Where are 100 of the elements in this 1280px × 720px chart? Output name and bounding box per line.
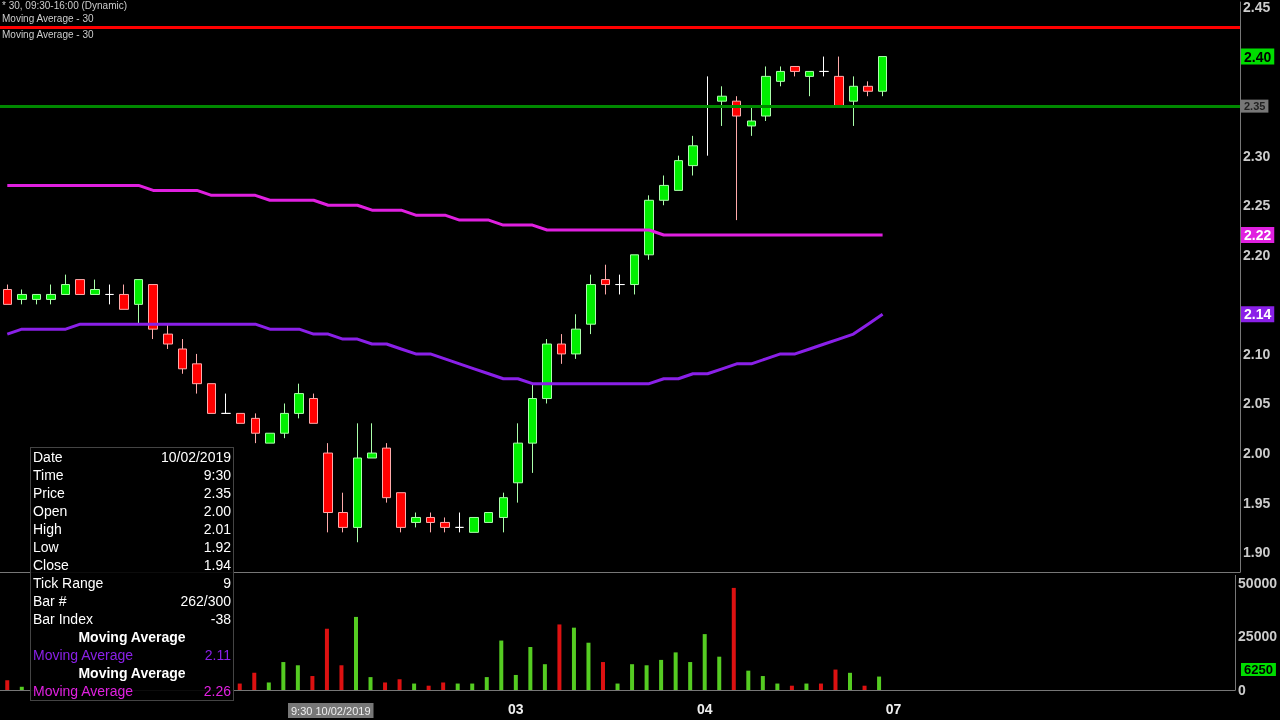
category-label: Moving Average xyxy=(77,664,187,682)
candlestick xyxy=(382,442,391,504)
text: 262/300 xyxy=(180,593,231,609)
bar xyxy=(441,682,446,690)
candlestick xyxy=(323,442,333,533)
bar xyxy=(295,665,300,690)
candlestick xyxy=(61,274,70,295)
candlestick xyxy=(251,412,260,444)
candlestick xyxy=(499,492,508,533)
annotation: Moving Average - 30 xyxy=(2,12,94,24)
candlestick xyxy=(601,264,610,295)
bar xyxy=(586,642,591,690)
bar xyxy=(644,665,649,690)
bar xyxy=(775,683,780,690)
text: 6250 xyxy=(1244,662,1273,677)
candlestick xyxy=(163,323,173,350)
candlestick xyxy=(849,75,858,127)
candlestick xyxy=(396,492,406,533)
category-label: Tick Range xyxy=(33,574,104,592)
candlestick xyxy=(790,65,800,77)
text: 9 xyxy=(223,575,231,591)
candlestick xyxy=(513,422,523,504)
text: -38 xyxy=(210,611,231,627)
bar xyxy=(659,659,664,690)
y-tick-label: 2.00 xyxy=(1243,445,1271,462)
y-tick-label: 2.25 xyxy=(1243,197,1271,214)
annotation: Moving Average - 30 xyxy=(2,28,94,40)
annotation: 2.22 xyxy=(1244,226,1272,243)
line-series xyxy=(5,312,885,386)
bar xyxy=(848,672,853,690)
text: 9:30 10/02/2019 xyxy=(291,704,371,717)
text: 2.01 xyxy=(203,521,231,537)
y-tick-label: 25000 xyxy=(1238,628,1278,645)
candlestick xyxy=(571,313,581,360)
bar xyxy=(601,662,605,690)
candlestick xyxy=(294,383,304,419)
candlestick xyxy=(265,432,275,444)
y-tick-label: 2.20 xyxy=(1243,246,1271,263)
candlestick xyxy=(134,279,143,325)
candlestick xyxy=(819,56,829,77)
bar xyxy=(804,683,809,690)
ref-line-label: 2.35 xyxy=(1244,100,1266,113)
candlestick xyxy=(426,512,435,533)
candlestick xyxy=(586,274,596,335)
bar xyxy=(673,652,678,690)
bar xyxy=(760,676,765,690)
text: 10/02/2019 xyxy=(160,449,231,465)
candlestick xyxy=(119,284,129,310)
bar xyxy=(833,669,838,690)
bar xyxy=(281,662,286,690)
candlestick xyxy=(878,56,887,97)
candlestick xyxy=(776,65,785,87)
bar xyxy=(877,676,882,690)
bar xyxy=(470,683,475,690)
annotation: 2.40 xyxy=(1244,48,1272,65)
candlestick xyxy=(805,70,814,97)
x-tick-label: 07 xyxy=(885,701,902,717)
candlestick xyxy=(17,289,27,305)
bar xyxy=(383,682,388,690)
bar xyxy=(702,634,707,690)
bar xyxy=(615,683,620,690)
candlestick xyxy=(192,353,202,395)
y-tick-label: 1.95 xyxy=(1243,494,1271,511)
bar xyxy=(353,616,358,690)
bar xyxy=(412,683,417,690)
candlestick xyxy=(484,512,493,523)
candlestick xyxy=(747,105,756,137)
bar xyxy=(688,662,693,690)
category-label: Bar # xyxy=(33,592,67,610)
text: 2.35 xyxy=(203,485,231,501)
bar xyxy=(746,670,751,690)
category-label: Price xyxy=(33,484,65,502)
bar xyxy=(5,680,10,690)
candlestick xyxy=(630,254,639,295)
category-label: Bar Index xyxy=(33,610,93,628)
x-tick-label: 03 xyxy=(508,701,524,717)
candlestick xyxy=(644,194,654,261)
candlestick xyxy=(834,56,844,107)
candlestick xyxy=(148,284,158,340)
chart-title: * 30, 09:30-16:00 (Dynamic) xyxy=(2,0,128,11)
y-tick-label: 1.90 xyxy=(1243,544,1271,561)
annotation: 2.14 xyxy=(1244,306,1272,323)
bar xyxy=(484,677,489,690)
bar xyxy=(717,656,722,690)
text: 2.11 xyxy=(204,647,231,663)
candlestick xyxy=(353,422,362,543)
candlestick xyxy=(761,65,771,122)
y-tick-label: 2.45 xyxy=(1243,0,1271,15)
candlestick xyxy=(3,284,12,305)
bar xyxy=(455,683,460,690)
candlestick xyxy=(75,279,85,295)
bar xyxy=(266,682,271,690)
x-tick-label: 04 xyxy=(696,701,713,717)
bar xyxy=(310,676,315,690)
candlestick xyxy=(542,338,552,404)
category-label: Close xyxy=(33,556,69,574)
bar xyxy=(368,677,373,690)
candlestick xyxy=(338,492,348,533)
candlestick xyxy=(105,284,114,305)
y-tick-label: 2.05 xyxy=(1243,395,1271,412)
